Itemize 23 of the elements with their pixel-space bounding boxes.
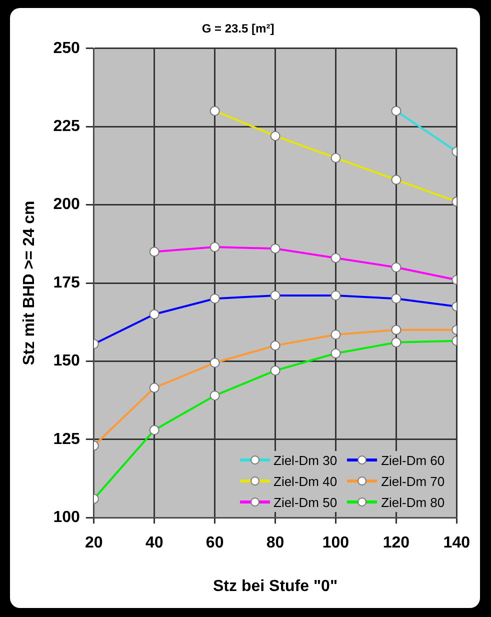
x-tick-label: 40 — [145, 534, 164, 552]
legend-label: Ziel-Dm 80 — [381, 494, 445, 510]
legend-label: Ziel-Dm 70 — [381, 474, 445, 489]
y-tick-label: 225 — [53, 118, 80, 136]
legend-label: Ziel-Dm 40 — [274, 474, 338, 489]
x-tick-label: 80 — [266, 534, 284, 552]
y-tick-label: 150 — [53, 352, 80, 370]
x-tick-label: 120 — [382, 534, 410, 552]
legend-label: Ziel-Dm 50 — [274, 494, 338, 510]
y-axis-title: Stz mit BHD >= 24 cm — [21, 200, 38, 366]
x-tick-label: 100 — [322, 534, 350, 552]
y-tick-label: 175 — [53, 274, 80, 292]
legend-label: Ziel-Dm 60 — [381, 452, 445, 468]
y-tick-label: 125 — [53, 430, 80, 448]
legend-label: Ziel-Dm 30 — [274, 452, 338, 468]
y-tick-label: 200 — [53, 196, 80, 214]
y-tick-label: 100 — [53, 509, 80, 526]
x-tick-label: 20 — [84, 534, 103, 552]
chart-title: G = 23.5 [m²] — [202, 22, 274, 36]
x-tick-label: 60 — [206, 534, 224, 552]
x-axis-title: Stz bei Stufe "0" — [213, 578, 338, 595]
x-tick-label: 140 — [443, 534, 470, 552]
y-tick-label: 250 — [53, 40, 80, 57]
